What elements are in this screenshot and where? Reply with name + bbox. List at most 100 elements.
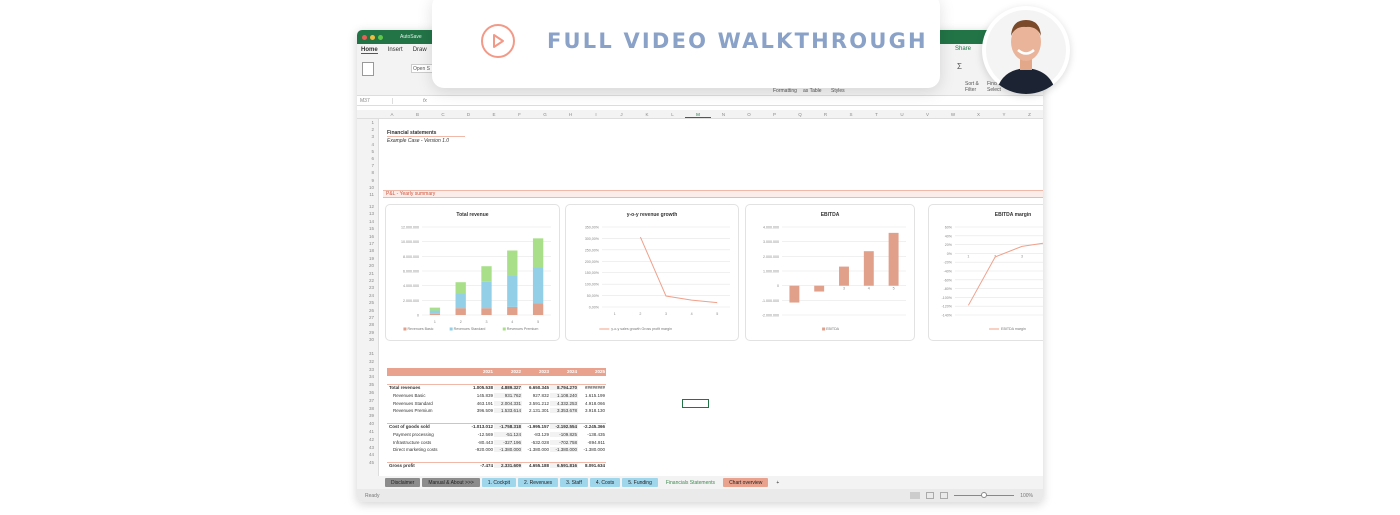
row-header[interactable]: 12 [368,204,374,209]
column-header[interactable]: U [900,112,904,117]
row-header[interactable]: 5 [371,148,374,154]
row-header[interactable]: 9 [371,177,374,183]
cell-value[interactable]: -702.758 [550,439,578,445]
row-header[interactable]: 18 [368,248,374,254]
cell-value[interactable]: 927.832 [532,392,549,398]
sort-filter-button[interactable]: Sort & Filter [965,81,979,93]
row-header[interactable]: 25 [368,300,374,306]
row-header[interactable]: 42 [368,436,374,442]
column-header[interactable]: N [721,112,726,117]
row-header[interactable]: 28 [368,322,374,328]
sheet-tab[interactable]: Manual & About >>> [422,478,480,487]
cell-value[interactable]: 1.005.538 [472,385,493,391]
row-header[interactable]: 11 [369,192,374,197]
row-header[interactable]: 1 [371,120,374,125]
maximize-button[interactable] [378,34,383,40]
cell-value[interactable]: 2.331.609 [494,463,522,469]
row-header[interactable]: 29 [368,329,374,335]
row-header[interactable]: 8 [371,170,374,176]
row-header[interactable]: 31 [368,351,374,356]
row-header[interactable]: 14 [368,218,374,224]
column-header[interactable]: A [390,112,394,117]
row-header[interactable]: 26 [368,307,374,313]
row-header[interactable]: 45 [368,460,374,466]
worksheet[interactable]: Financial statements Example Case - Vers… [379,119,1043,476]
row-header[interactable]: 37 [368,397,374,403]
column-header[interactable]: W [950,112,956,117]
minimize-button[interactable] [370,34,375,40]
row-header[interactable]: 22 [368,278,374,283]
row-header[interactable]: 40 [368,421,374,427]
share-button[interactable]: Share [955,46,972,52]
sheet-tab[interactable]: Financials Statements [659,478,722,487]
row-header[interactable]: 7 [371,163,374,169]
cell-value[interactable]: 1.108.240 [550,392,578,398]
column-header[interactable]: F [518,112,521,117]
column-header[interactable]: H [568,112,573,117]
cell-value[interactable]: 6.591.816 [550,463,578,469]
sheet-tab[interactable]: 4. Costs [589,478,621,487]
selected-cell[interactable] [682,399,709,408]
tab-insert[interactable]: Insert [387,47,403,53]
row-header[interactable]: 32 [368,358,374,364]
cell-value[interactable]: -1.013.012 [471,424,493,430]
column-header[interactable]: C [441,112,445,117]
column-header[interactable]: B [415,112,419,117]
row-header[interactable]: 23 [368,285,374,291]
chart-ebitda-margin[interactable]: EBITDA margin -140% -120% -100% -80% -60% -40%… [928,204,1043,341]
column-header[interactable]: K [645,112,649,117]
cell-value[interactable]: -7.474 [480,463,493,469]
cell-value[interactable]: 931.762 [494,392,522,398]
column-header[interactable]: D [466,112,471,117]
formula-input[interactable] [429,96,1043,105]
cell-value[interactable]: -1.758.318 [494,424,522,430]
play-icon[interactable] [481,24,515,58]
column-header[interactable]: O [747,112,751,117]
row-header[interactable]: 33 [368,366,374,372]
zoom-slider[interactable] [954,492,1015,498]
cell-value[interactable]: 4.889.327 [494,385,522,391]
row-header[interactable]: 35 [368,382,374,388]
cell-value[interactable]: 4.918.066 [584,400,605,406]
column-header[interactable]: X [976,112,980,117]
chart-total-revenue[interactable]: Total revenue 0 2.000.000 4.000.000 6.000.00… [385,204,560,341]
cell-value[interactable]: -1.380.000 [527,447,549,453]
row-header[interactable]: 17 [368,241,374,246]
row-header[interactable]: 20 [368,263,374,269]
column-header[interactable]: Y [1002,112,1006,117]
cell-value[interactable]: -1.380.000 [550,447,578,453]
name-box[interactable]: M37 [357,97,393,104]
cell-value[interactable]: 4.655.188 [528,463,549,469]
tab-draw[interactable]: Draw [412,47,427,53]
cell-value[interactable]: 463.191 [476,400,493,406]
column-header[interactable]: L [671,112,674,117]
row-header[interactable]: 21 [368,270,374,276]
paste-icon[interactable] [362,62,374,76]
row-header[interactable]: 41 [368,429,374,434]
column-header[interactable]: R [823,112,828,117]
cell-value[interactable]: -920.000 [475,447,493,453]
sheet-tab[interactable]: 3. Staff [560,478,588,487]
normal-view-icon[interactable] [910,492,921,499]
cell-value[interactable]: -51.124 [494,431,522,437]
sheet-tab[interactable]: 2. Revenues [518,478,559,487]
cell-value[interactable]: 3.353.678 [550,408,578,414]
page-break-icon[interactable] [940,492,949,499]
row-header[interactable]: 13 [368,211,374,217]
add-sheet-button[interactable]: + [776,479,780,486]
sheet-tab[interactable]: Chart overview [723,478,769,487]
row-header[interactable]: 6 [371,156,374,161]
column-header[interactable]: S [849,112,853,117]
chart-ebitda[interactable]: EBITDA -2.000.000 -1.000.000 0 1.000.000 2.00… [745,204,915,341]
row-header[interactable]: 30 [368,337,374,343]
cell-value[interactable]: 145.839 [476,392,493,398]
cell-value[interactable]: 8.794.270 [550,385,578,391]
cell-value[interactable]: ######## [584,385,605,391]
cell-value[interactable]: 396.509 [476,408,493,414]
cell-value[interactable]: 3.591.212 [528,400,549,406]
row-header[interactable]: 39 [368,413,374,419]
column-header[interactable]: G [543,112,547,117]
cell-value[interactable]: -2.192.554 [550,424,578,430]
cell-value[interactable]: -12.569 [477,431,493,437]
column-header[interactable]: T [875,112,878,117]
